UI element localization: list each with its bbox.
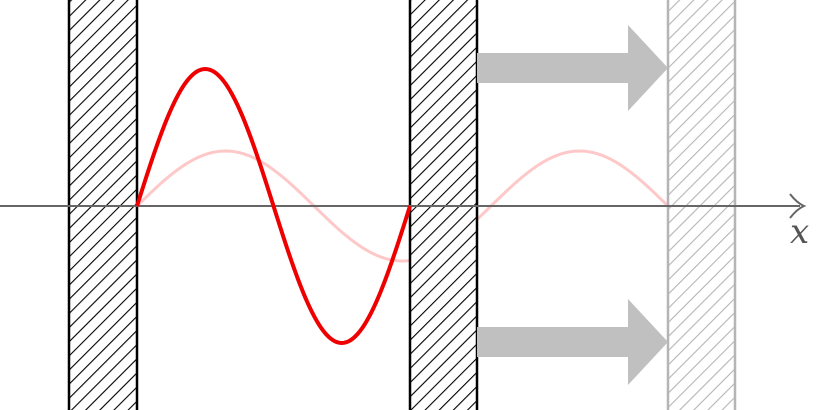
arrow-right-icon bbox=[477, 25, 668, 111]
x-axis bbox=[0, 193, 807, 219]
faded-wave-curve bbox=[135, 149, 670, 263]
x-axis-label: x bbox=[790, 212, 809, 252]
arrow-right-icon bbox=[477, 299, 668, 385]
primary-wave-curve bbox=[135, 66, 412, 346]
